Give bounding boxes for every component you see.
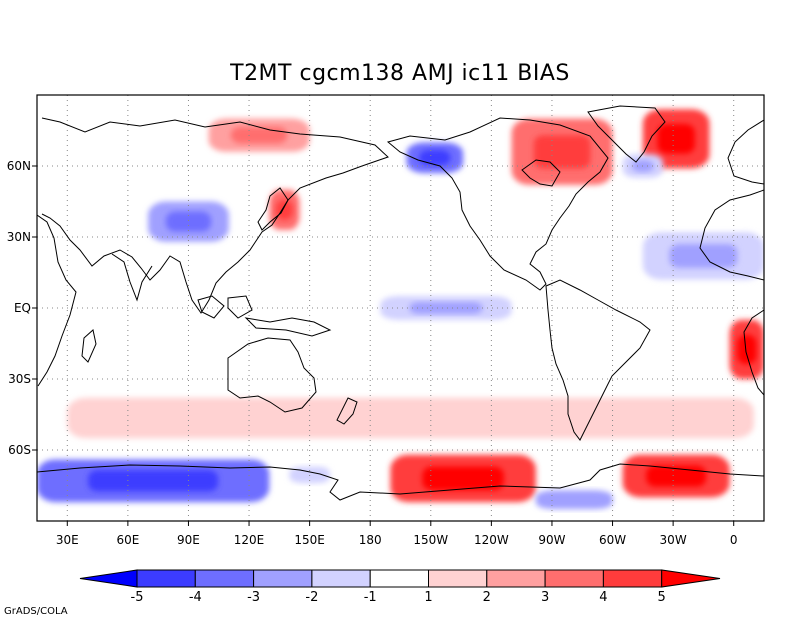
colorbar-swatch	[253, 569, 313, 588]
coastline-maritime	[197, 295, 332, 337]
coastline-antarctica	[37, 463, 764, 501]
bias-region	[208, 118, 310, 152]
bias-core	[409, 302, 483, 314]
colorbar-swatch	[428, 569, 488, 588]
colorbar-label: -1	[364, 590, 377, 605]
colorbar-label: 3	[541, 590, 549, 605]
coastline-hudson-bay	[521, 159, 561, 187]
bias-core	[88, 470, 219, 492]
coastline-north-america	[386, 117, 609, 291]
bias-region	[339, 251, 472, 278]
colorbar-label: 2	[483, 590, 491, 605]
bias-region	[37, 459, 270, 503]
colorbar-label: 5	[658, 590, 666, 605]
coastline-australia	[227, 337, 317, 413]
coastline-greenland	[587, 105, 666, 163]
bias-region	[67, 397, 754, 439]
x-tick-label: 90W	[538, 533, 565, 547]
coastline-south-america	[545, 279, 651, 441]
bias-core	[422, 466, 504, 491]
x-tick-label: 120E	[234, 533, 265, 547]
x-tick-label: 120W	[474, 533, 509, 547]
colorbar-label: -3	[247, 590, 260, 605]
colorbar-low-arrow	[79, 569, 138, 588]
colorbar-label: 4	[599, 590, 607, 605]
map-panel: 30E 60E 90E 120E 150E 180 150W 120W 90W 60W 30W 0 60…	[7, 94, 765, 547]
bias-field	[37, 109, 764, 510]
y-tick-label: 30S	[8, 372, 31, 386]
bias-core	[737, 334, 757, 365]
bias-region	[622, 454, 730, 498]
bias-core	[646, 465, 707, 487]
colorbar-swatch	[311, 569, 371, 588]
colorbar: -5 -4 -3 -2 -1 1 2 3 4 5	[79, 569, 721, 605]
coastline-africa	[37, 214, 77, 387]
colorbar-swatch	[136, 569, 196, 588]
credit-label: GrADS/COLA	[4, 606, 68, 617]
y-tick-label: EQ	[14, 301, 31, 315]
lat-lon-grid	[37, 95, 764, 521]
colorbar-label: 1	[424, 590, 432, 605]
colorbar-swatch	[194, 569, 255, 588]
colorbar-swatch	[602, 569, 663, 588]
x-tick-label: 0	[730, 533, 738, 547]
bias-cell	[339, 251, 472, 278]
bias-region	[390, 454, 536, 503]
coastline-japan	[257, 187, 289, 231]
x-tick-label: 180	[359, 533, 382, 547]
map-axes: 30E 60E 90E 120E 150E 180 150W 120W 90W 60W 30W 0 60…	[7, 159, 738, 547]
colorbar-label: -4	[189, 590, 202, 605]
x-tick-label: 150W	[413, 533, 448, 547]
coastline-eurasia	[41, 117, 389, 314]
colorbar-label: -2	[305, 590, 318, 605]
bias-region	[729, 319, 764, 379]
colorbar-high-arrow	[661, 569, 721, 588]
bias-core	[418, 150, 451, 166]
bias-core	[230, 126, 288, 144]
colorbar-swatch	[369, 569, 430, 588]
colorbar-swatch	[544, 569, 604, 588]
chart-title: T2MT cgcm138 AMJ ic11 BIAS	[229, 61, 570, 86]
coastlines	[37, 105, 764, 501]
coastline-madagascar	[81, 329, 97, 363]
coastline-europe	[727, 119, 764, 185]
bias-region	[535, 490, 613, 510]
bias-region	[406, 142, 464, 174]
bias-core	[275, 199, 293, 220]
bias-core	[657, 123, 695, 154]
bias-cell	[535, 490, 613, 510]
coastline-new-zealand	[336, 397, 358, 425]
coastline-west-africa	[699, 189, 764, 281]
x-tick-label: 60E	[116, 533, 139, 547]
bias-core	[533, 135, 591, 169]
bias-region	[642, 109, 710, 169]
y-tick-label: 30N	[7, 230, 31, 244]
x-tick-label: 150E	[294, 533, 325, 547]
bias-cell	[67, 397, 754, 439]
bias-region	[148, 201, 229, 242]
x-tick-label: 90E	[177, 533, 200, 547]
bias-core	[165, 211, 212, 232]
coastline-southwest-africa	[743, 309, 764, 396]
colorbar-swatch	[486, 569, 546, 588]
colorbar-label: -5	[131, 590, 144, 605]
coastline-india	[111, 253, 153, 302]
bias-region	[380, 296, 512, 320]
y-tick-label: 60S	[8, 443, 31, 457]
bias-region	[269, 189, 300, 230]
bias-core	[669, 244, 738, 268]
bias-cell	[289, 466, 330, 484]
bias-region	[642, 232, 764, 280]
y-tick-label: 60N	[7, 159, 31, 173]
x-tick-label: 30E	[56, 533, 79, 547]
bias-region	[289, 466, 330, 484]
x-tick-label: 30W	[660, 533, 687, 547]
x-tick-label: 60W	[599, 533, 626, 547]
